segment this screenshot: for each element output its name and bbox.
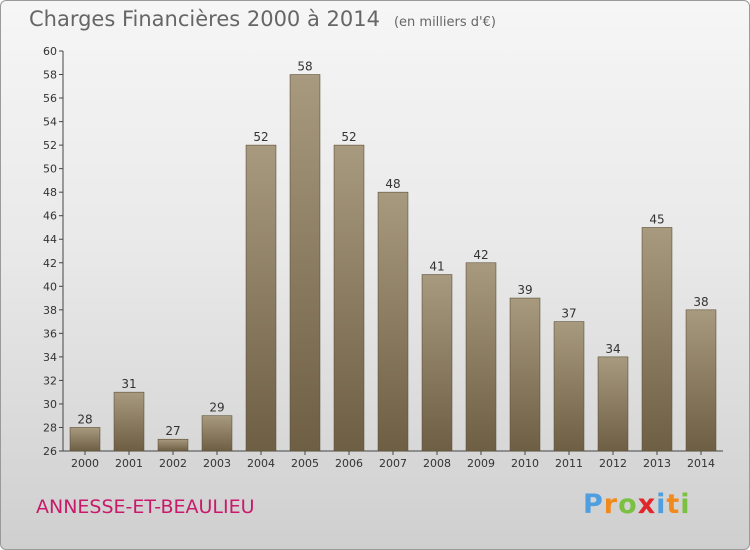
bar [641, 227, 673, 452]
data-label: 31 [121, 377, 136, 391]
y-tick-label: 32 [43, 374, 57, 387]
y-tick-label: 40 [43, 280, 57, 293]
x-tick-label: 2007 [379, 457, 407, 470]
x-tick-label: 2006 [335, 457, 363, 470]
y-tick-label: 56 [43, 92, 57, 105]
logo-letter: P [583, 489, 604, 520]
bar [597, 356, 629, 452]
logo-letter: o [618, 489, 638, 520]
bar [553, 321, 585, 452]
y-tick-label: 44 [43, 233, 57, 246]
data-label: 28 [77, 412, 92, 426]
bar [509, 297, 541, 452]
y-tick-label: 48 [43, 186, 57, 199]
y-tick-label: 60 [43, 45, 57, 58]
bar [113, 391, 145, 452]
data-label: 38 [693, 295, 708, 309]
data-label: 27 [165, 424, 180, 438]
logo-letter: i [656, 489, 667, 520]
data-label: 52 [341, 130, 356, 144]
y-tick-label: 52 [43, 139, 57, 152]
x-tick-label: 2003 [203, 457, 231, 470]
bar [465, 262, 497, 452]
y-tick-label: 30 [43, 398, 57, 411]
x-tick-label: 2013 [643, 457, 671, 470]
y-tick-label: 34 [43, 351, 57, 364]
data-label: 58 [297, 60, 312, 74]
commune-name: ANNESSE-ET-BEAULIEU [36, 496, 255, 518]
bar [245, 144, 277, 452]
bar [289, 74, 321, 452]
data-label: 39 [517, 283, 532, 297]
y-tick-label: 46 [43, 210, 57, 223]
data-label: 45 [649, 212, 664, 226]
data-label: 48 [385, 177, 400, 191]
data-label: 41 [429, 260, 444, 274]
y-tick-label: 38 [43, 304, 57, 317]
data-label: 34 [605, 342, 620, 356]
bar [69, 427, 101, 452]
y-tick-label: 42 [43, 257, 57, 270]
x-tick-label: 2009 [467, 457, 495, 470]
bar [333, 144, 365, 452]
chart-title-text: Charges Financières 2000 à 2014 [29, 7, 380, 31]
x-tick-label: 2014 [687, 457, 715, 470]
x-tick-label: 2004 [247, 457, 275, 470]
data-label: 29 [209, 401, 224, 415]
x-tick-label: 2000 [71, 457, 99, 470]
x-tick-label: 2001 [115, 457, 143, 470]
y-tick-label: 28 [43, 421, 57, 434]
bar [377, 191, 409, 452]
x-tick-label: 2011 [555, 457, 583, 470]
x-tick-label: 2012 [599, 457, 627, 470]
logo-letter: t [666, 489, 681, 520]
bar [201, 415, 233, 452]
x-tick-label: 2010 [511, 457, 539, 470]
data-label: 37 [561, 307, 576, 321]
logo-letter: x [637, 489, 657, 520]
x-tick-label: 2002 [159, 457, 187, 470]
logo-letter: i [680, 489, 691, 520]
y-tick-label: 58 [43, 69, 57, 82]
y-tick-label: 54 [43, 116, 57, 129]
bar [157, 438, 189, 452]
x-tick-label: 2005 [291, 457, 319, 470]
chart-title: Charges Financières 2000 à 2014 (en milli… [29, 7, 496, 31]
data-label: 42 [473, 248, 488, 262]
bar [421, 274, 453, 452]
bar [685, 309, 717, 452]
chart-subtitle: (en milliers d'€) [393, 15, 496, 30]
logo-letter: r [603, 489, 619, 520]
y-tick-label: 36 [43, 327, 57, 340]
y-tick-label: 50 [43, 163, 57, 176]
y-tick-label: 26 [43, 445, 57, 458]
proxiti-logo: Proxiti [583, 489, 691, 520]
x-tick-label: 2008 [423, 457, 451, 470]
data-label: 52 [253, 130, 268, 144]
